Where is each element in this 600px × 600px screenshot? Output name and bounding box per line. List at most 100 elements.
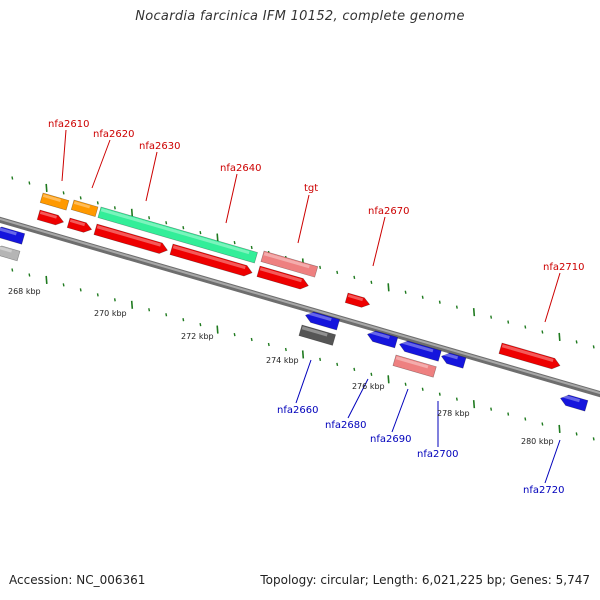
leader-nfa2640 [225, 173, 238, 224]
lower-tick [592, 437, 595, 441]
gene-pseudo[interactable] [298, 324, 336, 346]
scale-label: 270 kbp [94, 309, 127, 318]
lower-tick [148, 308, 151, 312]
upper-tick [79, 196, 82, 200]
lower-tick [387, 375, 390, 384]
map-title: Nocardia farcinica IFM 10152, complete g… [135, 9, 465, 24]
gene-nfa2630-rrna[interactable] [97, 206, 258, 264]
lower-tick [319, 357, 322, 362]
gene-nfa2640[interactable] [93, 223, 169, 255]
gene-nfa2710[interactable] [498, 342, 562, 371]
lower-tick [284, 347, 287, 352]
scale-labels: 268 kbp 270 kbp 272 kbp 274 kbp 276 kbp … [8, 287, 554, 446]
gene-nfa2620[interactable] [70, 199, 99, 217]
lower-tick [79, 288, 82, 292]
forward-gene-labels: nfa2610 nfa2620 nfa2630 nfa2640 tgt nfa2… [48, 119, 584, 273]
upper-tick [472, 308, 476, 317]
lower-tick [199, 323, 202, 327]
upper-tick [370, 280, 373, 284]
gene-label-nfa2710: nfa2710 [543, 262, 584, 273]
leader-nfa2610 [61, 129, 67, 182]
gene-nfa2690[interactable] [398, 339, 442, 362]
upper-tick [421, 295, 424, 299]
leader-nfa2620 [91, 139, 111, 189]
leader-nfa2680 [347, 378, 369, 419]
topology-summary: Topology: circular; Length: 6,021,225 bp… [260, 573, 590, 587]
scale-label: 268 kbp [8, 287, 41, 296]
gene-nfa2660[interactable] [304, 310, 341, 331]
upper-tick [45, 183, 48, 192]
lower-tick [165, 313, 168, 317]
upper-tick [165, 221, 168, 225]
gene-trna-reverse[interactable] [392, 354, 437, 378]
upper-tick [353, 275, 356, 279]
leader-nfa2690 [391, 388, 409, 433]
upper-tick [455, 305, 458, 309]
gene-tgt[interactable] [260, 250, 319, 278]
upper-tick [507, 320, 510, 324]
upper-tick [592, 345, 595, 349]
scale-label: 272 kbp [181, 332, 214, 341]
lower-tick [267, 342, 270, 347]
lower-tick [233, 332, 236, 337]
upper-tick [541, 330, 544, 334]
gene-light-left[interactable] [0, 244, 21, 262]
gene-label-nfa2630: nfa2630 [139, 141, 180, 152]
gene-label-nfa2620: nfa2620 [93, 129, 134, 140]
gene-forward-d[interactable] [256, 265, 310, 291]
upper-tick [404, 290, 407, 294]
upper-tick [336, 270, 339, 275]
gene-label-nfa2680: nfa2680 [325, 420, 366, 431]
upper-tick [96, 201, 99, 205]
upper-tick [113, 206, 116, 210]
leader-tgt [297, 194, 310, 244]
lower-tick-track [11, 268, 595, 441]
lower-tick [301, 350, 305, 359]
lower-tick [336, 362, 339, 367]
lower-tick [353, 367, 356, 371]
gene-reverse-left[interactable] [0, 225, 26, 245]
scale-label: 274 kbp [266, 356, 299, 365]
lower-tick [541, 422, 544, 426]
gene-label-nfa2720: nfa2720 [523, 485, 564, 496]
upper-tick [319, 265, 322, 270]
lower-tick [507, 412, 510, 416]
scale-label: 280 kbp [521, 437, 554, 446]
upper-tick [148, 216, 151, 220]
gene-nfa2720[interactable] [559, 393, 589, 412]
genome-backbone-highlight [0, 217, 600, 395]
lower-tick [438, 392, 441, 396]
upper-tick [62, 191, 65, 195]
upper-tick [182, 226, 185, 230]
upper-tick [130, 208, 134, 217]
scale-label: 276 kbp [352, 382, 385, 391]
leader-nfa2710 [544, 272, 561, 323]
gene-nfa2680[interactable] [366, 329, 399, 349]
lower-tick [370, 372, 373, 376]
lower-tick [455, 397, 458, 401]
lower-tick [62, 283, 65, 287]
leader-nfa2660 [295, 359, 312, 404]
gene-nfa2610[interactable] [39, 192, 70, 211]
upper-tick [216, 233, 219, 242]
reverse-gene-labels: nfa2660 nfa2680 nfa2690 nfa2700 nfa2720 [277, 405, 564, 496]
gene-nfa2700[interactable] [440, 351, 467, 369]
upper-tick [575, 340, 578, 344]
gene-forward-a[interactable] [36, 209, 65, 227]
accession-text: Accession: NC_006361 [9, 573, 146, 587]
lower-tick [182, 318, 185, 322]
upper-tick [387, 283, 390, 292]
leader-nfa2670 [372, 216, 386, 267]
lower-tick [216, 325, 219, 334]
upper-tick [558, 332, 561, 342]
gene-label-nfa2660: nfa2660 [277, 405, 318, 416]
upper-tick [438, 300, 441, 304]
gene-forward-c[interactable] [169, 243, 254, 278]
scale-label: 278 kbp [437, 409, 470, 418]
lower-tick [421, 387, 424, 391]
gene-forward-b[interactable] [66, 217, 93, 234]
lower-tick [524, 417, 527, 421]
lower-tick [45, 275, 48, 284]
gene-nfa2670[interactable] [344, 292, 371, 309]
